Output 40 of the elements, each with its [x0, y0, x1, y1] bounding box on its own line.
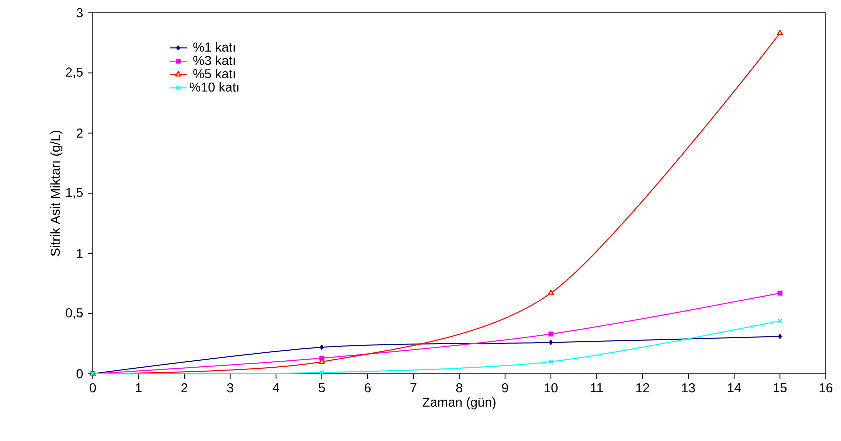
point: [548, 332, 554, 337]
point: [320, 370, 325, 376]
legend-label: %5 katı: [194, 69, 236, 79]
legend-label: %3 katı: [194, 56, 236, 66]
point: [778, 290, 783, 296]
point: [548, 290, 554, 296]
point: [778, 334, 782, 340]
point: [777, 30, 784, 36]
x-tick-label: 3: [227, 383, 234, 393]
x-tick-label: 5: [318, 384, 326, 393]
y-tick-label: 2,5: [66, 68, 83, 79]
y-tick-label: 3: [76, 8, 83, 18]
y-tick-label: 1,5: [66, 188, 83, 199]
y-axis-title: Sitrik Asit Miktarı (g/L): [50, 130, 63, 256]
x-tick-label: 0: [90, 383, 96, 393]
x-tick-label: 7: [410, 384, 417, 392]
y-tick-label: 1: [77, 249, 83, 258]
y-tick-label: 0: [76, 369, 84, 379]
x-tick-label: 13: [682, 383, 696, 393]
y-tick-label: 2: [76, 128, 83, 138]
legend-label: %1 katı: [194, 42, 236, 52]
x-tick-label: 6: [364, 383, 371, 393]
x-tick-label: 1: [136, 384, 142, 392]
x-tick-label: 2: [182, 383, 188, 393]
x-tick-label: 12: [636, 383, 650, 393]
x-tick-label: 15: [774, 384, 787, 393]
point: [549, 340, 554, 346]
point: [548, 359, 554, 364]
x-tick-label: 8: [456, 383, 463, 393]
y-tick-label: 0,5: [66, 308, 83, 320]
x-axis-title: Zaman (gün): [422, 398, 496, 410]
x-tick-label: 16: [820, 383, 833, 393]
legend-label: %10 katı: [190, 82, 239, 92]
x-tick-label: 9: [502, 383, 508, 393]
x-tick-label: 14: [728, 384, 742, 392]
point: [320, 345, 324, 350]
x-tick-label: 10: [544, 383, 558, 393]
x-tick-label: 11: [591, 384, 604, 392]
x-tick-label: 4: [272, 384, 280, 392]
point: [318, 358, 326, 364]
